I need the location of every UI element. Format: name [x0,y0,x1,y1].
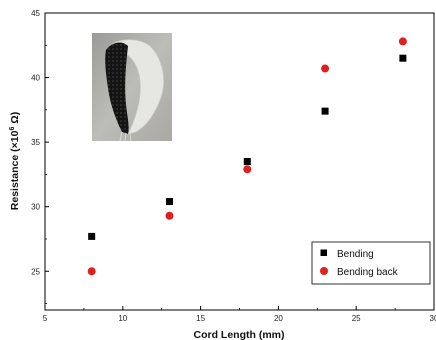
point-bending-back [87,267,96,276]
point-bending [399,54,407,62]
y-axis-title: Resistance (×106 Ω) [9,112,21,210]
point-bending [88,232,96,240]
point-bending-back [398,37,407,46]
x-axis-title: Cord Length (mm) [194,329,285,340]
x-tick-label: 25 [352,314,361,323]
legend-marker-bending [320,249,327,256]
point-bending [243,158,251,165]
x-tick-label: 20 [274,314,283,323]
y-tick-label: 45 [31,9,40,18]
legend-marker-bending-back [320,267,328,275]
y-axis-title-superscript: 6 [9,127,16,131]
legend-label-bending-back: Bending back [337,267,399,278]
legend-box [311,241,431,285]
point-bending [321,107,329,115]
legend-label-bending: Bending [337,249,374,260]
legend: Bending Bending back [311,241,431,285]
inset-photo [92,33,172,142]
point-bending [165,198,173,206]
y-tick-label: 35 [31,138,40,147]
y-tick-label: 30 [31,203,40,212]
data-points [87,37,407,276]
x-tick-label: 15 [196,314,205,323]
x-tick-label: 5 [43,314,48,323]
y-tick-label: 40 [31,74,40,83]
point-bending-back [243,165,252,174]
x-axis: 5 10 15 20 25 30 [43,306,436,323]
point-bending-back [165,211,174,220]
point-bending-back [321,64,330,73]
y-axis: 25 30 35 40 45 [31,9,49,304]
x-tick-label: 30 [430,314,436,323]
y-tick-label: 25 [31,267,40,276]
x-tick-label: 10 [118,314,127,323]
